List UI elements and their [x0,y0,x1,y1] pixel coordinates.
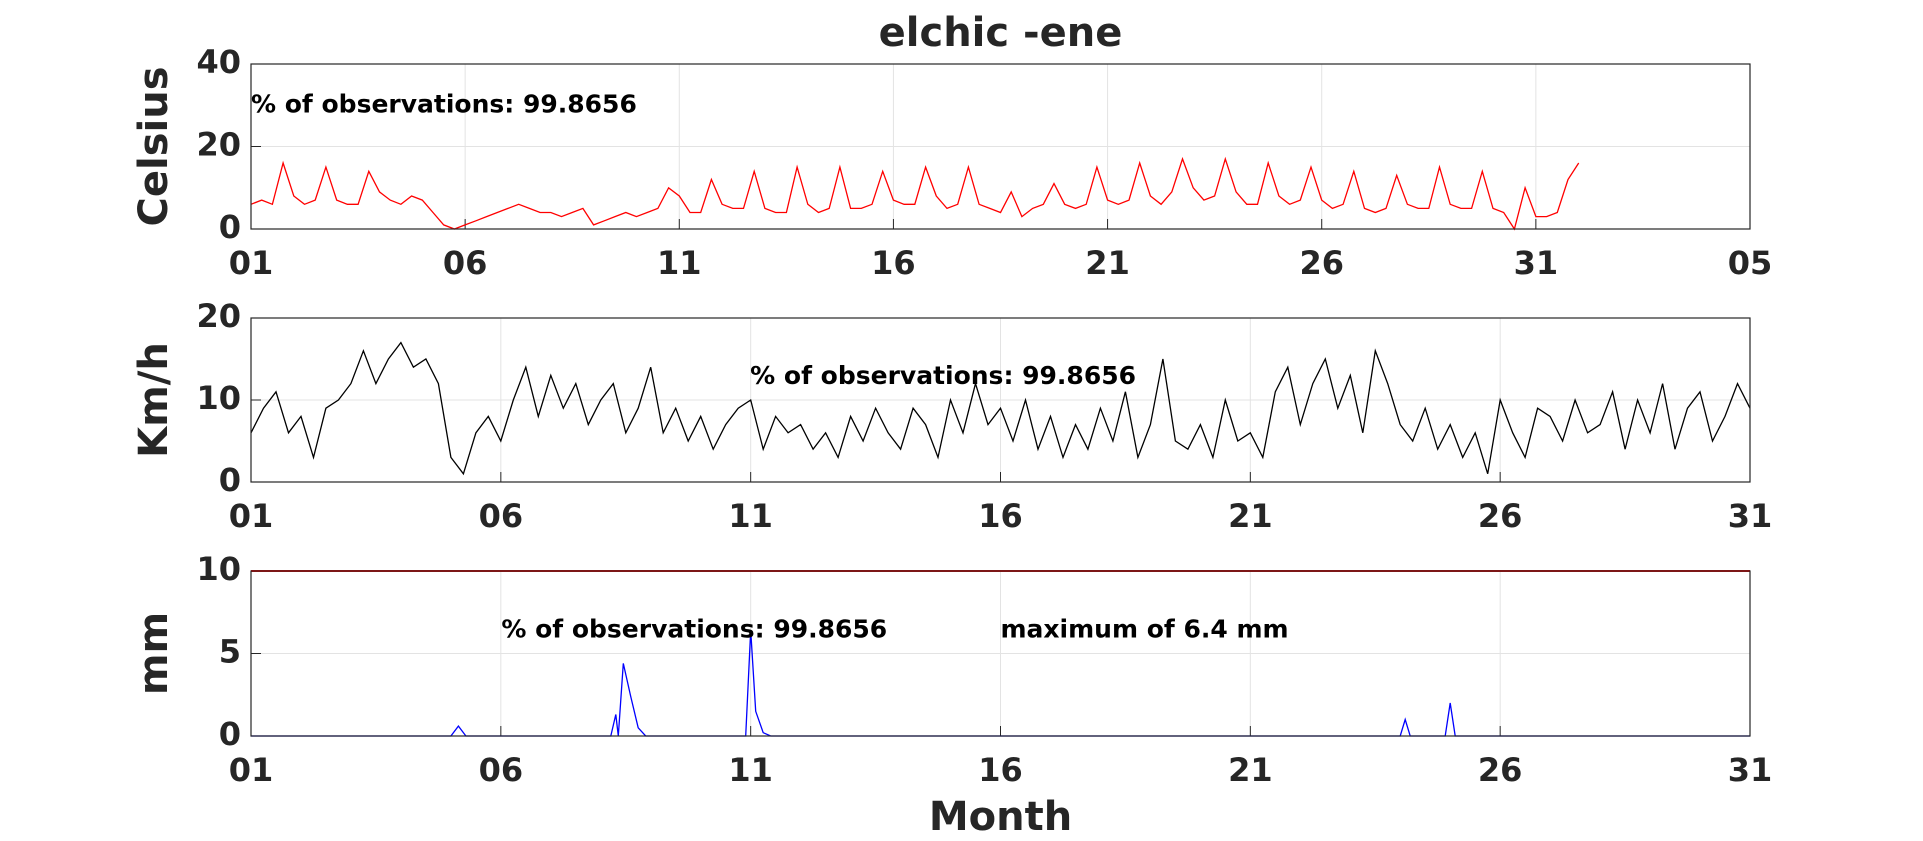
annotation: % of observations: 99.8656 [501,614,887,643]
annotation: maximum of 6.4 mm [1001,614,1289,643]
axes-box [250,317,1751,483]
x-tick-label: 05 [1728,244,1773,282]
x-tick-label: 31 [1728,751,1773,789]
x-tick-label: 21 [1228,751,1273,789]
x-tick-label: 01 [229,244,274,282]
x-tick-label: 31 [1514,244,1559,282]
y-axis-label: mm [131,612,177,695]
x-tick-label: 11 [728,497,773,535]
x-axis-label: Month [929,794,1072,840]
x-tick-label: 06 [479,751,524,789]
y-axis-label: Celsius [131,67,177,227]
chart-title: elchic -ene [879,10,1123,56]
x-tick-label: 06 [479,497,524,535]
x-tick-label: 26 [1478,497,1523,535]
x-tick-label: 26 [1478,751,1523,789]
y-tick-label: 20 [196,126,241,164]
axes-box [250,63,1751,230]
x-tick-label: 11 [657,244,702,282]
y-tick-label: 0 [219,715,241,753]
x-tick-label: 16 [978,751,1023,789]
x-tick-label: 01 [229,497,274,535]
data-line [250,341,1751,476]
x-tick-label: 06 [443,244,488,282]
y-tick-label: 10 [196,379,241,417]
x-tick-label: 21 [1085,244,1130,282]
y-tick-label: 5 [219,633,241,671]
x-tick-label: 21 [1228,497,1273,535]
x-tick-label: 01 [229,751,274,789]
y-tick-label: 10 [196,550,241,588]
y-tick-label: 0 [219,208,241,246]
y-tick-label: 0 [219,461,241,499]
annotation: % of observations: 99.8656 [251,89,637,118]
x-tick-label: 26 [1299,244,1344,282]
y-tick-label: 20 [196,297,241,335]
y-tick-label: 40 [196,43,241,81]
x-tick-label: 16 [871,244,916,282]
x-tick-label: 11 [728,751,773,789]
y-axis-label: Km/h [131,342,177,458]
data-line [250,156,1580,231]
axes-box [250,570,1751,737]
annotation: % of observations: 99.8656 [750,361,1136,390]
x-tick-label: 16 [978,497,1023,535]
x-tick-label: 31 [1728,497,1773,535]
